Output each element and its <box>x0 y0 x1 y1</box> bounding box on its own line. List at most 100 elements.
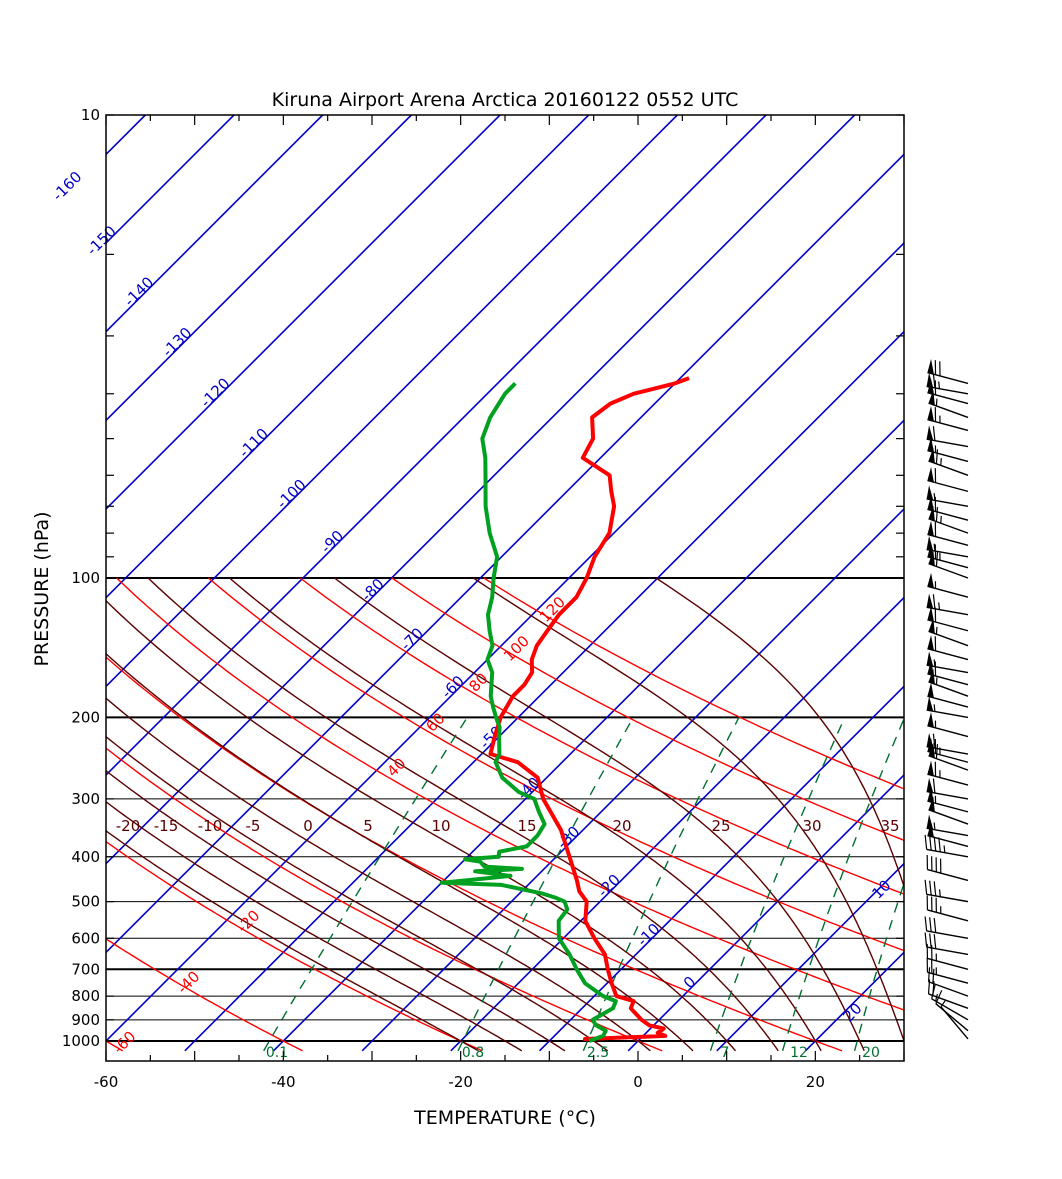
barb-shaft <box>928 518 969 534</box>
barb-half-feather <box>943 845 946 853</box>
barb-shaft <box>928 681 969 697</box>
isotherm-label: -100 <box>273 476 310 513</box>
y-tick-label: 200 <box>71 708 100 726</box>
barb-shaft <box>927 371 969 385</box>
barb-feather <box>924 879 928 895</box>
moist-adiabat-line <box>106 652 694 1052</box>
y-tick-label: 1000 <box>62 1032 100 1050</box>
wind-barb <box>927 712 969 738</box>
barb-feather <box>935 507 939 522</box>
mixing-ratio-line <box>263 717 468 1052</box>
barb-shaft <box>927 773 969 786</box>
wind-barb <box>926 732 969 755</box>
isotherm-label: -160 <box>49 168 86 205</box>
barb-flag <box>927 787 934 803</box>
y-tick-label: 600 <box>71 929 100 947</box>
barb-flag <box>927 520 934 537</box>
moist-adiabat-line <box>106 735 609 1052</box>
barb-shaft <box>927 392 969 405</box>
wind-barb <box>927 359 969 385</box>
barb-shaft <box>927 909 969 922</box>
barb-shaft <box>927 619 969 632</box>
barb-half-feather <box>933 659 936 667</box>
barb-feather <box>933 934 937 949</box>
barb-feather <box>932 968 935 984</box>
wind-barb <box>924 916 969 939</box>
wind-barb <box>927 572 969 598</box>
dry-adiabat-line <box>106 840 483 1052</box>
barb-shaft <box>926 893 969 903</box>
y-tick-label: 900 <box>71 1011 100 1029</box>
mixing-ratio-line <box>582 717 740 1052</box>
barb-shaft <box>928 809 969 825</box>
barb-shaft <box>926 385 969 395</box>
barb-feather <box>929 880 932 896</box>
barb-flag <box>927 712 934 728</box>
barb-shaft <box>928 402 969 419</box>
wind-barb <box>926 485 969 507</box>
mixing-ratio-label: 12 <box>790 1045 808 1061</box>
y-tick-label: 300 <box>71 790 100 808</box>
wind-barb <box>928 505 969 534</box>
moist-adiabat-label: 5 <box>363 817 373 835</box>
wind-barb <box>927 520 969 546</box>
barb-shaft <box>926 709 969 719</box>
moist-adiabat-label: 30 <box>802 817 821 835</box>
mixing-ratio-label: 7 <box>721 1045 730 1061</box>
barb-feather <box>929 933 932 948</box>
barb-half-feather <box>935 626 938 635</box>
barb-half-feather <box>935 398 938 406</box>
barb-flag <box>926 425 934 441</box>
barb-flag <box>926 372 934 388</box>
dry-adiabat-line <box>299 577 904 895</box>
wind-barb <box>927 967 969 997</box>
barb-half-feather <box>933 543 936 552</box>
barb-flag <box>926 535 934 551</box>
isotherm-label: -120 <box>197 374 234 411</box>
wind-barb <box>926 814 969 837</box>
moist-adiabat-label: -5 <box>246 817 261 835</box>
barb-shaft <box>927 556 969 569</box>
barb-shaft <box>928 981 969 997</box>
wind-barb <box>926 957 969 984</box>
wind-barb <box>927 682 969 708</box>
barb-shaft <box>926 930 969 939</box>
wind-barb <box>927 437 969 463</box>
dry-adiabat-line <box>207 577 904 952</box>
dry-adiabat-label: -40 <box>173 967 203 997</box>
barb-shaft <box>926 498 969 507</box>
barb-flag <box>927 466 934 483</box>
moist-adiabat-line <box>655 577 904 889</box>
dry-adiabat-line <box>106 1040 124 1052</box>
y-tick-label: 400 <box>71 848 100 866</box>
isotherm-line <box>716 862 904 1052</box>
barb-feather <box>924 932 928 948</box>
mixing-ratio-label: 2.5 <box>587 1045 609 1061</box>
barb-shaft <box>928 755 969 771</box>
x-tick-label: -40 <box>271 1073 296 1091</box>
barb-shaft <box>927 724 969 738</box>
moist-adiabat-label: -10 <box>198 817 223 835</box>
barb-shaft <box>928 630 969 647</box>
barb-shaft <box>927 834 969 848</box>
wind-barb <box>926 854 969 882</box>
profile-series <box>439 376 690 1043</box>
barb-feather <box>933 836 937 852</box>
mixing-ratio-label: 20 <box>862 1045 880 1061</box>
moist-adiabat-line <box>334 577 865 1052</box>
barb-flag <box>926 777 934 793</box>
wind-barb <box>926 535 969 558</box>
isotherm-label: 10 <box>868 876 894 902</box>
moist-adiabat-label: 35 <box>880 817 899 835</box>
barb-shaft <box>926 790 969 800</box>
barb-feather <box>938 837 941 852</box>
isotherm-label: -90 <box>317 527 347 557</box>
barb-flag <box>927 635 934 651</box>
dry-adiabat-label: 100 <box>500 632 533 665</box>
barb-feather <box>935 744 939 759</box>
wind-barb <box>927 660 969 686</box>
x-tick-label: 20 <box>806 1073 825 1091</box>
moist-adiabat-label: -20 <box>116 817 141 835</box>
barb-half-feather <box>940 515 942 524</box>
isotherm-line <box>804 951 904 1052</box>
